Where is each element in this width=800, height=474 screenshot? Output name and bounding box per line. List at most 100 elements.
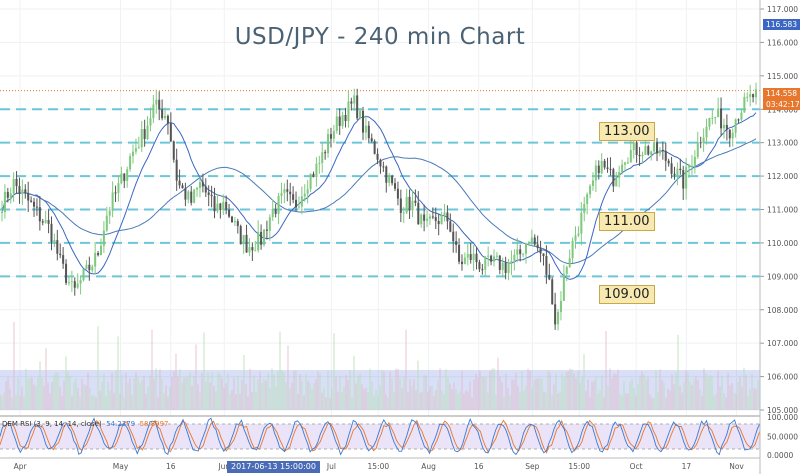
candle-body <box>190 191 193 203</box>
moving-average-fast <box>1 112 757 280</box>
time-axis[interactable]: Apr May 16 Jun Jul 15:00 Aug 16 Sep 15:00 Oct 17 Nov <box>0 457 760 471</box>
candle-body <box>696 142 699 157</box>
candle-body <box>88 264 91 271</box>
candle-body <box>35 206 38 208</box>
candle-body <box>618 172 621 178</box>
candle-body <box>149 118 152 126</box>
candle-body <box>62 255 65 264</box>
candle-body <box>699 142 702 144</box>
candle-body <box>126 169 129 181</box>
rsi-legend: DEM RSI (3, 9, 14, 14, close) 54.2379 58… <box>2 420 169 428</box>
candle-body <box>114 192 117 194</box>
price-axis-label: 115.000 <box>767 72 798 81</box>
candle-body <box>289 191 292 195</box>
candle-body <box>548 274 551 280</box>
candle-body <box>228 209 231 217</box>
candle-body <box>746 96 749 98</box>
candle-body <box>97 252 100 256</box>
candle-body <box>702 137 705 144</box>
candle-body <box>717 108 720 118</box>
candle-body <box>233 221 236 223</box>
candle-body <box>376 153 379 160</box>
candle-body <box>554 304 557 325</box>
rsi-line-fast <box>0 417 761 456</box>
candle-body <box>725 125 728 130</box>
candle-body <box>137 147 140 149</box>
cursor-time-label: 2017-06-13 15:00:00 <box>227 461 320 473</box>
candle-body <box>492 256 496 262</box>
candle-body <box>661 149 664 151</box>
candle-body <box>181 185 184 189</box>
candle-body <box>583 203 586 213</box>
candle-body <box>274 209 277 214</box>
candle-body <box>656 142 659 154</box>
candle-body <box>682 170 685 189</box>
price-axis-label: 112.000 <box>767 172 798 181</box>
candle-body <box>664 150 667 161</box>
candle-body <box>321 152 324 164</box>
candle-body <box>740 112 743 120</box>
candle-body <box>632 142 635 151</box>
candle-body <box>335 116 338 131</box>
candle-body <box>752 94 755 98</box>
candle-body <box>626 162 629 164</box>
rsi-axis-label: 50.0000 <box>767 433 798 442</box>
candle-body <box>146 125 149 140</box>
candle-body <box>402 212 405 214</box>
candle-body <box>283 189 286 193</box>
candle-body <box>600 160 603 174</box>
candle-body <box>533 237 536 245</box>
price-axis-label: 107.000 <box>767 339 798 348</box>
candle-body <box>111 192 114 211</box>
candle-body <box>676 168 679 175</box>
candle-body <box>705 126 708 138</box>
candle-body <box>711 117 714 119</box>
candle-body <box>67 282 70 284</box>
candle-body <box>466 254 469 258</box>
candle-body <box>536 244 539 249</box>
candle-body <box>230 216 233 223</box>
candle-body <box>155 99 158 105</box>
candle-body <box>673 173 676 175</box>
candle-body <box>527 242 530 244</box>
current-price-tag: 114.558 <box>763 88 800 99</box>
candle-body <box>460 261 463 265</box>
candle-body <box>236 221 239 227</box>
time-axis-label: Jul <box>326 462 336 471</box>
rsi-value-fast: 54.2379 <box>106 420 136 428</box>
candle-body <box>297 206 300 208</box>
candle-body <box>469 254 472 260</box>
candle-body <box>201 182 204 187</box>
candle-body <box>73 281 76 288</box>
candle-body <box>743 97 746 113</box>
candle-body <box>414 200 417 203</box>
candle-body <box>350 101 353 104</box>
time-axis-label: 15:00 <box>568 462 590 471</box>
candle-body <box>105 215 108 231</box>
price-axis-label: 116.000 <box>767 38 798 47</box>
candle-body <box>446 212 449 222</box>
candle-body <box>647 146 650 155</box>
candle-body <box>184 188 187 200</box>
candle-body <box>44 220 47 223</box>
price-axis[interactable]: 117.000116.000115.000114.000113.000112.0… <box>759 0 798 474</box>
price-axis-label: 113.000 <box>767 139 798 148</box>
candle-body <box>332 130 335 139</box>
candle-body <box>411 200 414 211</box>
candle-body <box>507 264 510 273</box>
candle-body <box>196 187 199 190</box>
candle-body <box>33 201 36 207</box>
candle-body <box>91 266 94 271</box>
candle-body <box>245 234 248 253</box>
candle-body <box>722 125 725 129</box>
candle-body <box>481 269 484 271</box>
candle-body <box>635 142 638 156</box>
candle-body <box>650 151 653 155</box>
candle-body <box>542 253 545 256</box>
candle-body <box>577 233 580 236</box>
candle-body <box>565 266 568 274</box>
candle-body <box>18 186 21 194</box>
candle-body <box>265 229 268 231</box>
candle-body <box>359 110 362 119</box>
